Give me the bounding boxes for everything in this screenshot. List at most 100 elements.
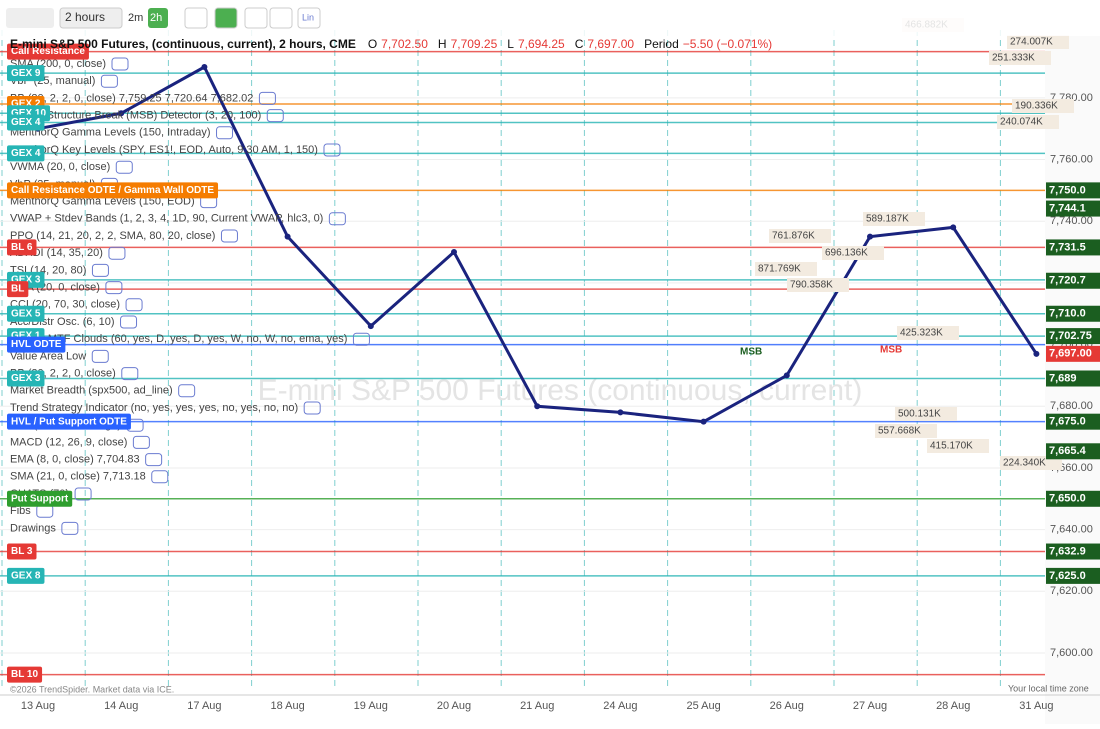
indicator-label[interactable]: Fibs [10,505,31,517]
level-badge-bg [7,239,37,256]
price-axis-label: 7,625.0 [1049,570,1086,582]
volume-label-bg [822,246,884,260]
price-axis-label: 7,731.5 [1049,241,1086,253]
y-tick-label: 7,620.00 [1050,585,1093,597]
visibility-toggle[interactable] [121,367,139,381]
level-badge-bg [7,490,73,507]
volume-label-bg [897,326,959,340]
volume-label-bg [1012,99,1074,113]
ohlc-key: L [507,37,514,51]
level-badge-label: Call Resistance ODTE / Gamma Wall ODTE [11,185,214,196]
volume-label-bg [769,229,831,243]
indicator-label[interactable]: MenthorQ Key Levels (SPY, ES1!, EOD, Aut… [10,144,318,156]
visibility-toggle[interactable] [115,160,133,174]
price-axis-label: 7,702.75 [1049,330,1092,342]
interval-select-label[interactable]: 2 hours [65,10,105,24]
visibility-toggle[interactable] [303,401,321,415]
price-axis-box [1046,328,1100,345]
indicator-label[interactable]: Trend Strategy Indicator (no, yes, yes, … [10,402,298,414]
visibility-toggle[interactable] [105,281,123,295]
price-axis-label: 7,744.1 [1049,202,1086,214]
visibility-toggle[interactable] [178,384,196,398]
visibility-toggle[interactable] [145,453,163,467]
indicator-label[interactable]: Ripster MTF Clouds (60, yes, D, yes, D, … [10,333,347,345]
volume-label: 871.769K [758,264,801,275]
volume-label-bg [989,51,1051,65]
level-badge-bg [7,145,45,162]
visibility-toggle[interactable] [125,298,143,312]
indicator-label[interactable]: MenthorQ Gamma Levels (150, Intraday) [10,127,211,139]
visibility-toggle[interactable] [111,57,129,71]
level-badge: HVL / Put Support ODTE [7,413,131,430]
tool-button[interactable] [214,7,238,29]
indicator-label[interactable]: VWMA (20, 0, close) [10,161,110,173]
volume-label: 274.007K [1010,37,1053,48]
tool-button[interactable] [184,7,208,29]
msb-marker: MSB [880,345,902,356]
symbol-title: E-mini S&P 500 Futures, (continuous, cur… [10,37,356,51]
level-badge-label: BL 10 [11,669,38,680]
visibility-toggle[interactable] [266,109,284,123]
volume-label: 224.340K [1003,458,1046,469]
visibility-toggle[interactable] [352,332,370,346]
scale-button-label[interactable]: Lin [302,12,314,22]
visibility-toggle[interactable] [108,246,126,260]
level-badge: GEX 8 [7,567,45,584]
indicator-label[interactable]: Value Area Low [10,350,86,362]
indicator-label[interactable]: Market Structure Break (MSB) Detector (3… [10,110,261,122]
visibility-toggle[interactable] [132,435,150,449]
timezone: Your local time zone [1008,683,1089,693]
price-axis-box [1046,182,1100,199]
indicator-label[interactable]: Drawings [10,522,56,534]
level-badge-label: GEX 3 [11,373,41,384]
indicator-label[interactable]: Market Breadth (spx500, ad_line) [10,385,173,397]
level-badge: GEX 4 [7,114,45,131]
indicator-label[interactable]: VWAP + Stdev Bands (1, 2, 3, 4, 1D, 90, … [10,213,323,225]
tool-button[interactable] [244,7,268,29]
interval-button[interactable] [148,8,168,28]
volume-label-bg [863,212,925,226]
indicator-label[interactable]: MenthorQ Gamma Levels (150, EOD) [10,196,195,208]
price-axis-label: 7,689 [1049,372,1077,384]
x-tick-label: 25 Aug [686,700,720,712]
indicator-label[interactable]: PPO (14, 21, 20, 2, 2, SMA, 80, 20, clos… [10,230,215,242]
interval-button-label[interactable]: 2m [128,12,143,24]
ohlc-value: 7,709.25 [451,37,498,51]
price-axis-label: 7,650.0 [1049,493,1086,505]
indicator-label[interactable]: EMA (8, 0, close) 7,704.83 [10,454,140,466]
indicator-label[interactable]: SMA (21, 0, close) 7,713.18 [10,471,146,483]
visibility-toggle[interactable] [323,143,341,157]
level-badge-bg [7,370,45,387]
y-tick-label: 7,640.00 [1050,524,1093,536]
price-point [867,233,873,240]
indicator-label[interactable]: BB (20, 2, 2, 0, close) 7,759.25 7,720.6… [10,92,253,104]
price-point [783,372,790,379]
price-point [201,64,208,71]
visibility-toggle[interactable] [216,126,234,140]
interval-button[interactable] [126,8,146,28]
visibility-toggle[interactable] [91,349,109,363]
visibility-toggle[interactable] [220,229,238,243]
volume-label: 240.074K [1000,117,1043,128]
visibility-toggle[interactable] [120,315,138,329]
visibility-toggle[interactable] [151,470,169,484]
level-badge: BL 3 [7,543,37,560]
visibility-toggle[interactable] [100,74,118,88]
interval-button-label[interactable]: 2h [150,12,162,24]
visibility-toggle[interactable] [74,487,92,501]
visibility-toggle[interactable] [61,521,79,535]
symbol-button[interactable] [6,8,54,28]
level-badge-bg [7,543,37,560]
visibility-toggle[interactable] [328,212,346,226]
price-axis-box [1046,490,1100,507]
indicator-label[interactable]: MACD (12, 26, 9, close) [10,436,127,448]
volume-label: 500.131K [898,409,941,420]
tool-button[interactable] [269,7,293,29]
price-axis-box [1046,272,1100,289]
interval-select[interactable] [59,7,123,29]
visibility-toggle[interactable] [258,91,276,105]
visibility-toggle[interactable] [91,263,109,277]
scale-button[interactable] [297,7,321,29]
volume-label-bg [997,115,1059,129]
